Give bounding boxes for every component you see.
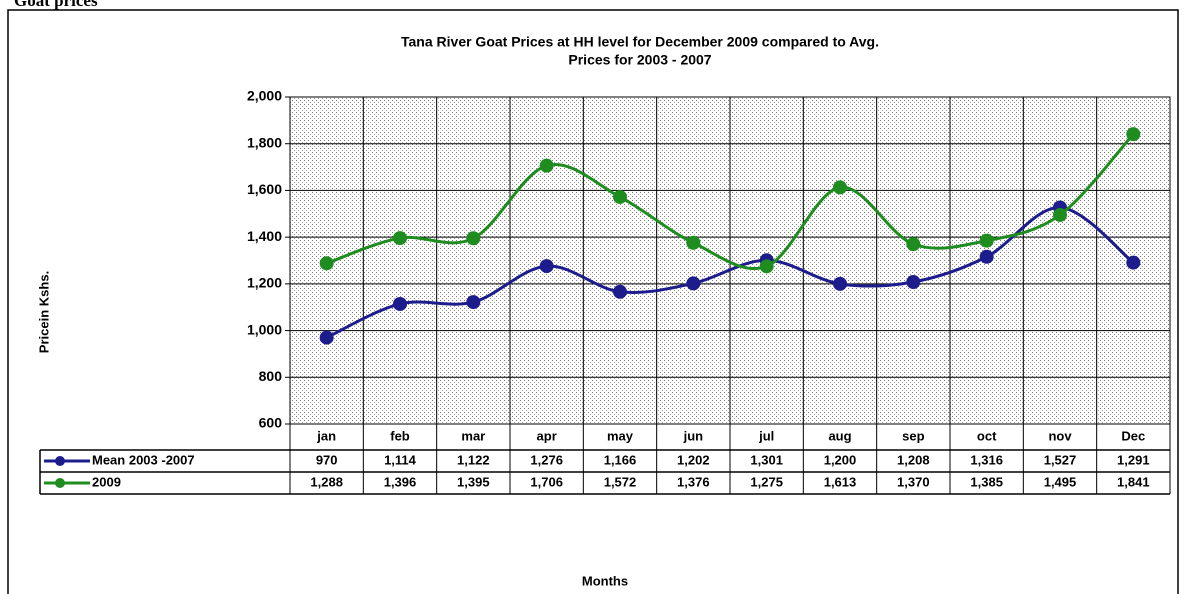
data-label: 1,291 (1117, 452, 1150, 467)
x-tick-label: apr (537, 428, 557, 443)
data-label: 1,166 (604, 452, 637, 467)
data-label: 1,370 (897, 474, 930, 489)
x-axis-label: Months (582, 573, 628, 588)
x-tick-label: jul (758, 428, 774, 443)
point (466, 231, 481, 246)
y-axis-label: Pricein Kshs. (36, 271, 51, 353)
data-label: 1,613 (824, 474, 857, 489)
heading: Goat prices (14, 0, 98, 10)
y-tick-label: 1,400 (247, 228, 282, 244)
point (1126, 255, 1141, 270)
y-tick-label: 1,600 (247, 181, 282, 197)
chart-title: Tana River Goat Prices at HH level for D… (401, 34, 879, 50)
point (906, 274, 921, 289)
y-tick-label: 1,200 (247, 275, 282, 291)
data-label: 1,841 (1117, 474, 1150, 489)
x-tick-label: feb (390, 428, 410, 443)
legend-marker (55, 456, 65, 466)
point (539, 259, 554, 274)
legend-marker (55, 478, 65, 488)
point (613, 189, 627, 204)
y-tick-label: 1,000 (247, 321, 282, 337)
data-label: 1,706 (530, 474, 563, 489)
data-label: 1,122 (457, 452, 490, 467)
x-tick-label: aug (828, 428, 851, 443)
x-tick-label: nov (1048, 428, 1072, 443)
chart-title: Prices for 2003 - 2007 (568, 52, 711, 68)
point (319, 330, 334, 345)
x-tick-label: jan (316, 428, 336, 443)
data-label: 970 (316, 452, 338, 467)
point (833, 276, 847, 291)
y-tick-label: 600 (259, 415, 283, 431)
data-label: 1,200 (824, 452, 857, 467)
data-label: 1,301 (750, 452, 783, 467)
point (979, 233, 994, 248)
point (613, 284, 627, 299)
x-tick-label: Dec (1121, 428, 1145, 443)
point (1053, 207, 1067, 222)
data-label: 1,208 (897, 452, 930, 467)
data-label: 1,288 (310, 474, 343, 489)
x-tick-label: mar (461, 428, 485, 443)
data-label: 1,527 (1044, 452, 1077, 467)
point (393, 231, 407, 246)
frame (7, 9, 1179, 594)
x-tick-label: jun (683, 428, 704, 443)
data-label: 1,276 (530, 452, 563, 467)
point (319, 256, 334, 271)
legend-label: 2009 (92, 474, 121, 489)
point (539, 158, 554, 173)
data-label: 1,202 (677, 452, 710, 467)
data-label: 1,396 (384, 474, 417, 489)
legend-label: Mean 2003 -2007 (92, 452, 195, 467)
point (686, 276, 701, 291)
point (1126, 127, 1141, 142)
x-tick-label: oct (977, 428, 997, 443)
y-tick-label: 1,800 (247, 134, 282, 150)
x-tick-label: may (607, 428, 634, 443)
point (393, 296, 407, 311)
data-label: 1,385 (970, 474, 1003, 489)
data-label: 1,114 (384, 452, 417, 467)
point (906, 237, 921, 252)
point (686, 235, 701, 250)
data-label: 1,572 (604, 474, 637, 489)
point (466, 295, 481, 310)
point (833, 180, 847, 195)
data-label: 1,395 (457, 474, 490, 489)
point (759, 259, 774, 274)
data-label: 1,316 (970, 452, 1003, 467)
data-label: 1,376 (677, 474, 710, 489)
point (979, 249, 994, 264)
y-tick-label: 2,000 (247, 88, 282, 104)
data-label: 1,495 (1044, 474, 1077, 489)
y-tick-label: 800 (259, 368, 283, 384)
data-label: 1,275 (750, 474, 783, 489)
series-line (326, 205, 1135, 339)
x-tick-label: sep (902, 428, 924, 443)
